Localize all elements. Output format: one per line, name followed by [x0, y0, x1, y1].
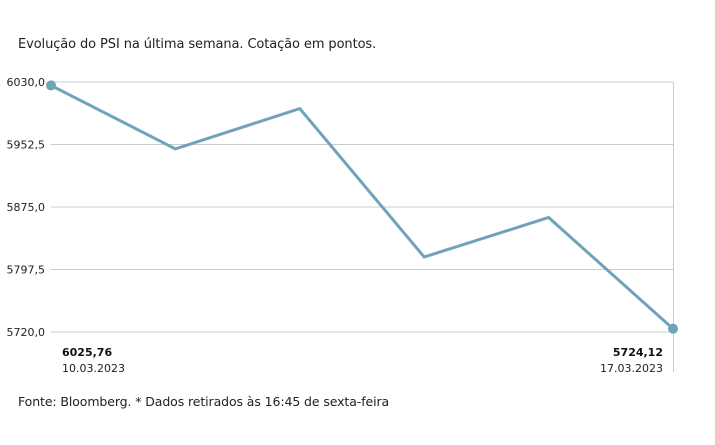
start-date-label: 10.03.2023 — [62, 362, 125, 375]
end-date-label: 17.03.2023 — [600, 362, 663, 375]
series-line — [50, 84, 674, 330]
start-point-marker — [46, 80, 56, 91]
y-tick-label: 5875,0 — [7, 201, 46, 214]
y-tick-label: 6030,0 — [7, 76, 46, 89]
end-point-marker — [668, 323, 678, 334]
y-tick-label: 5797,5 — [7, 264, 46, 277]
chart-subtitle: Evolução do PSI na última semana. Cotaçã… — [18, 37, 377, 52]
chart-footer-source: Fonte: Bloomberg. * Dados retirados às 1… — [18, 394, 390, 409]
y-tick-label: 5720,0 — [7, 326, 46, 339]
y-tick-label: 5952,5 — [7, 139, 46, 152]
start-value-label: 6025,76 — [62, 346, 112, 359]
end-value-label: 5724,12 — [613, 346, 663, 359]
